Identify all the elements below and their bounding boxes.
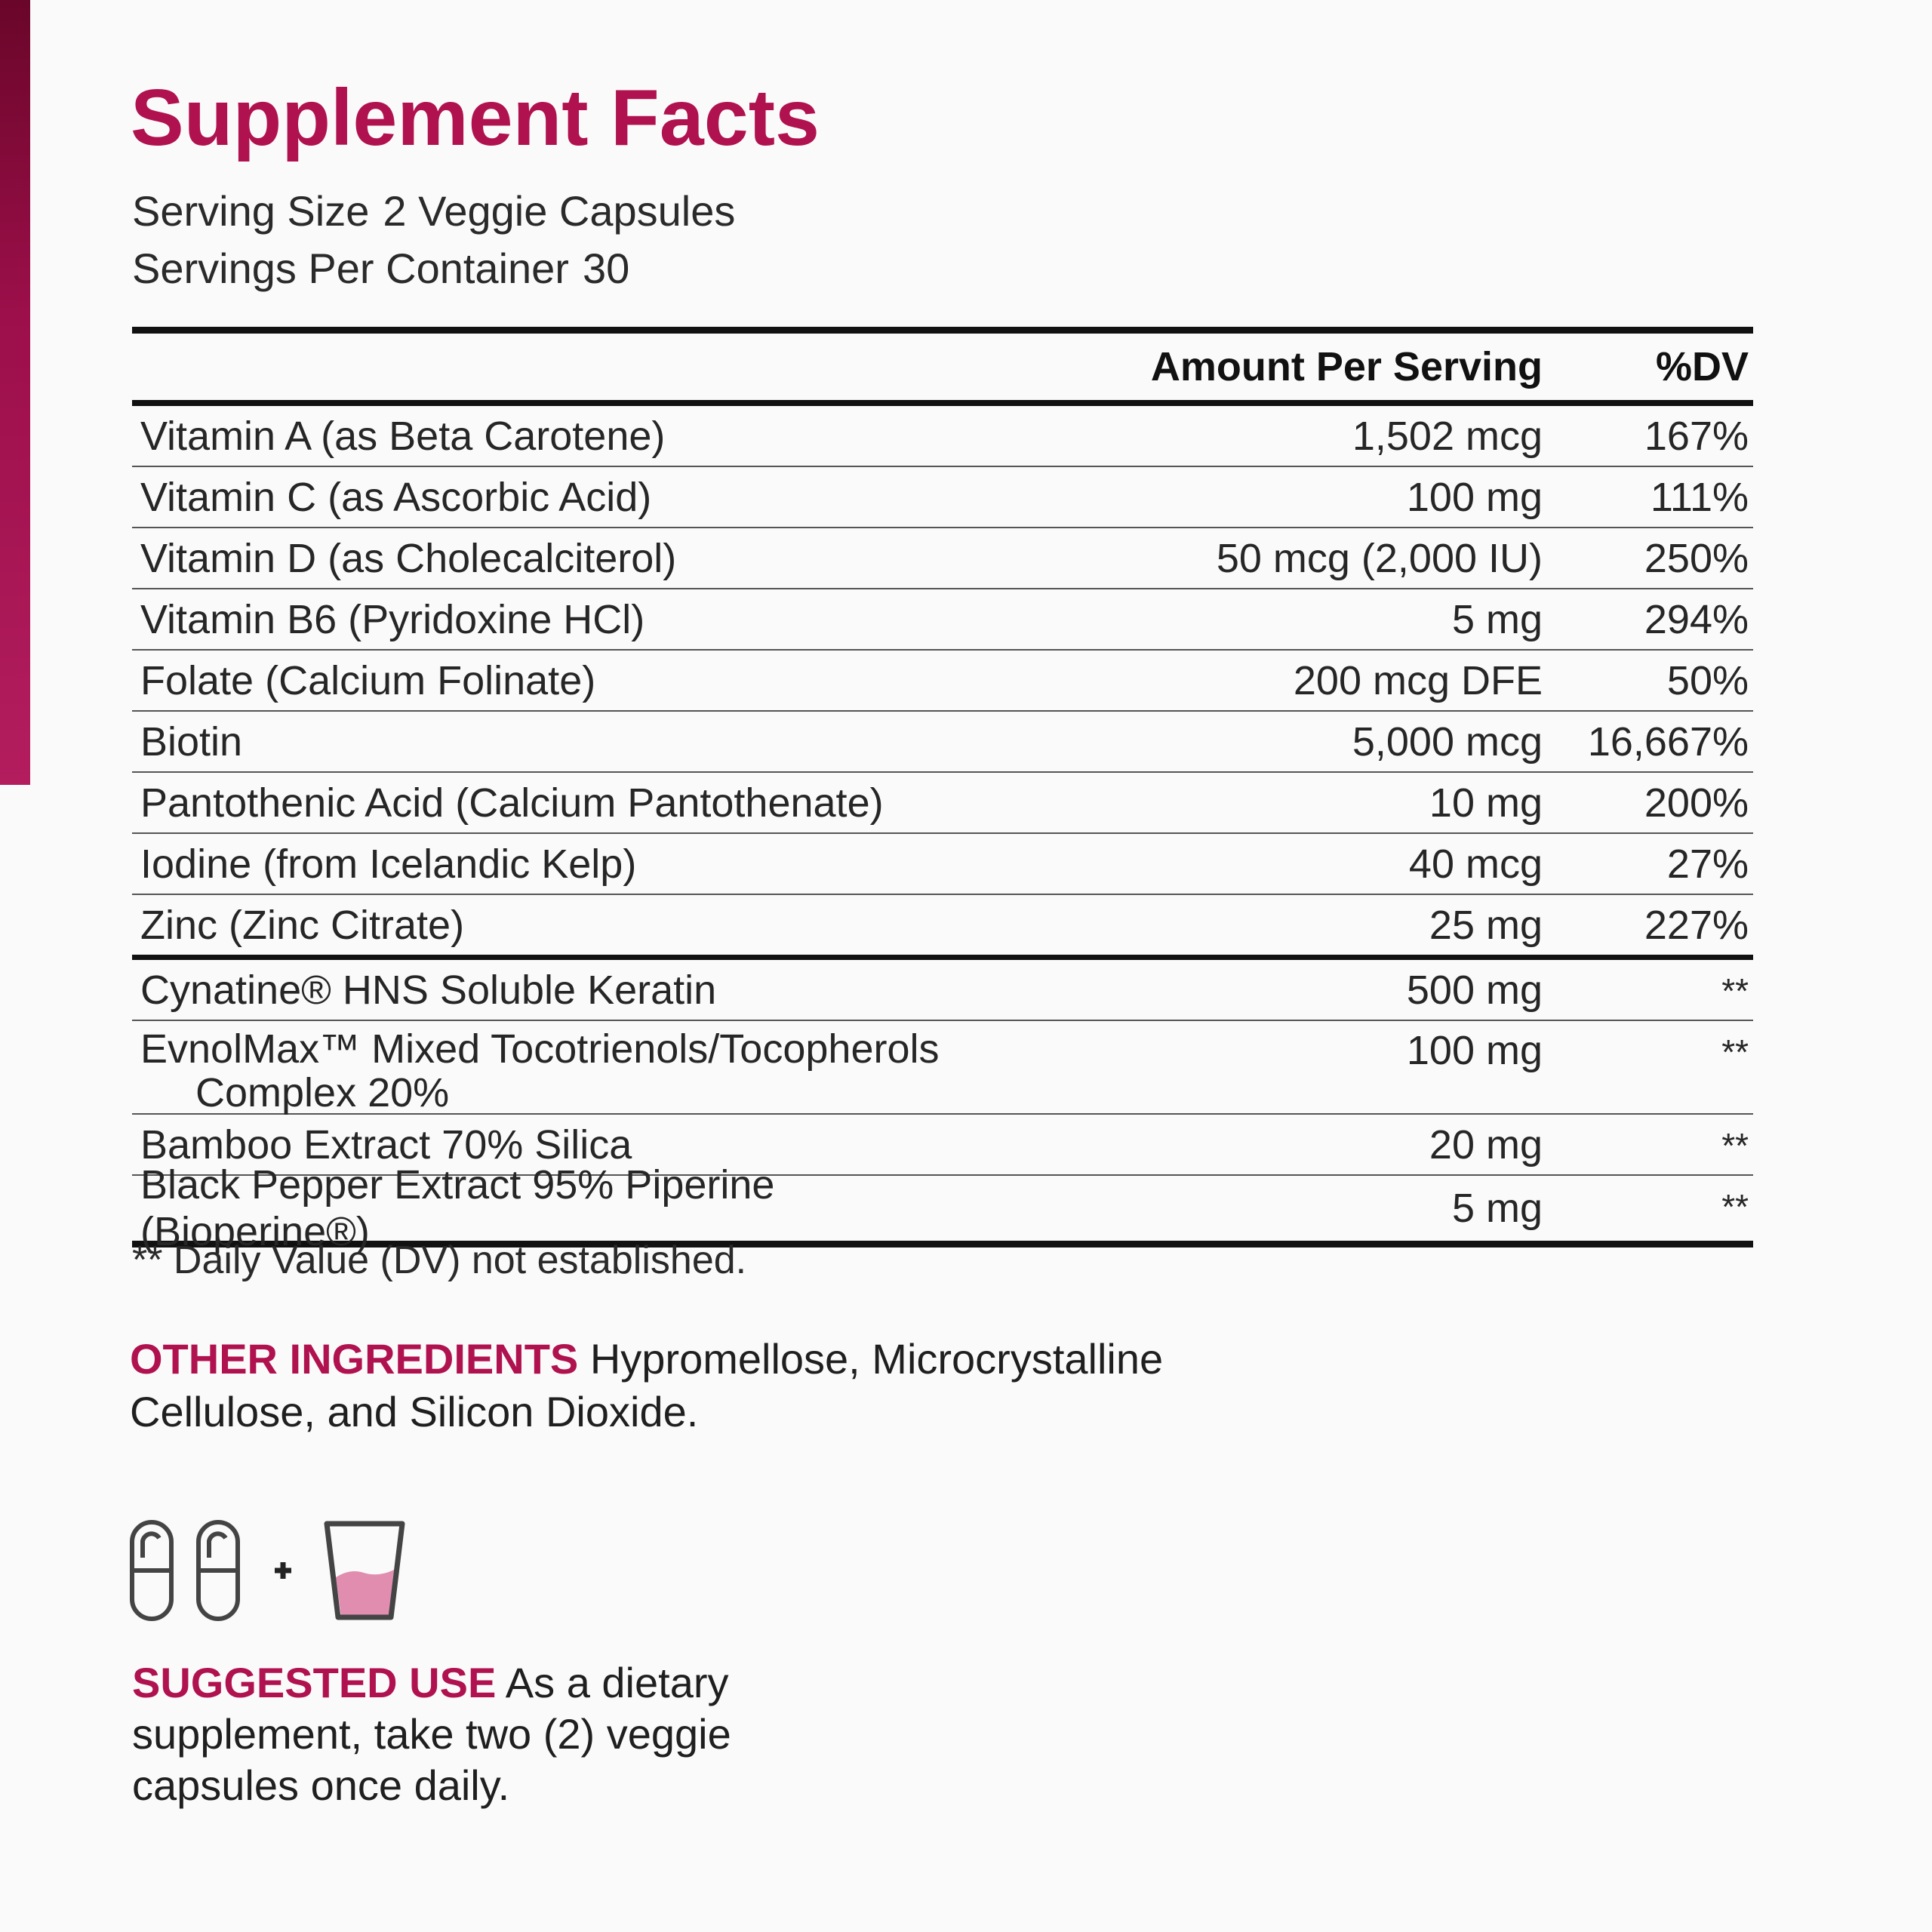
capsule-icon <box>130 1520 174 1621</box>
table-row: Vitamin C (as Ascorbic Acid) 100 mg 111% <box>132 466 1753 527</box>
table-row: Pantothenic Acid (Calcium Pantothenate) … <box>132 771 1753 832</box>
table-row: Vitamin B6 (Pyridoxine HCl) 5 mg 294% <box>132 588 1753 649</box>
serving-info: Serving Size 2 Veggie Capsules Servings P… <box>132 183 735 297</box>
table-row: Vitamin D (as Cholecalciterol) 50 mcg (2… <box>132 527 1753 588</box>
serving-size-row: Serving Size 2 Veggie Capsules <box>132 183 735 240</box>
capsule-icon <box>196 1520 240 1621</box>
other-ingredients-label: OTHER INGREDIENTS <box>130 1335 579 1383</box>
other-ingredients-text: Hypromellose, Microcrystalline Cellulose… <box>130 1335 1164 1435</box>
suggested-use: SUGGESTED USE As a dietary supplement, t… <box>132 1657 811 1811</box>
plus-icon <box>275 1562 291 1579</box>
table-row: Vitamin A (as Beta Carotene) 1,502 mcg 1… <box>140 413 1749 459</box>
servings-per-container-label: Servings Per Container <box>132 245 569 292</box>
water-glass-icon <box>324 1521 405 1620</box>
table-row: EvnolMax™ Mixed Tocotrienols/Tocopherols… <box>132 1020 1753 1115</box>
servings-per-container-value: 30 <box>582 245 630 292</box>
table-header: Amount Per Serving %DV <box>132 334 1753 406</box>
header-dv: %DV <box>1655 344 1749 389</box>
other-ingredients: OTHER INGREDIENTS Hypromellose, Microcry… <box>130 1333 1262 1438</box>
supplement-facts-table: Amount Per Serving %DV Vitamin A (as Bet… <box>132 327 1753 1254</box>
table-row: Folate (Calcium Folinate) 200 mcg DFE 50… <box>132 649 1753 710</box>
table-row: Biotin 5,000 mcg 16,667% <box>132 710 1753 771</box>
table-row: Bamboo Extract 70% Silica 20 mg ** <box>132 1113 1753 1174</box>
table-row: Cynatine® HNS Soluble Keratin 500 mg ** <box>132 955 1753 1020</box>
serving-size-label: Serving Size <box>132 187 370 235</box>
page-title: Supplement Facts <box>131 73 820 162</box>
accent-bar <box>0 0 30 785</box>
dosage-icons <box>130 1520 405 1621</box>
table-row: Black Pepper Extract 95% Piperine (Biope… <box>132 1162 1753 1254</box>
dv-footnote: ** Daily Value (DV) not established. <box>132 1238 747 1282</box>
suggested-use-label: SUGGESTED USE <box>132 1659 497 1706</box>
table-row: Iodine (from Icelandic Kelp) 40 mcg 27% <box>132 832 1753 894</box>
table-row: Zinc (Zinc Citrate) 25 mg 227% <box>132 894 1753 955</box>
suggested-use-text: As a dietary supplement, take two (2) ve… <box>132 1659 731 1809</box>
servings-per-container-row: Servings Per Container 30 <box>132 240 735 297</box>
serving-size-value: 2 Veggie Capsules <box>383 187 736 235</box>
header-amount: Amount Per Serving <box>1150 344 1543 389</box>
